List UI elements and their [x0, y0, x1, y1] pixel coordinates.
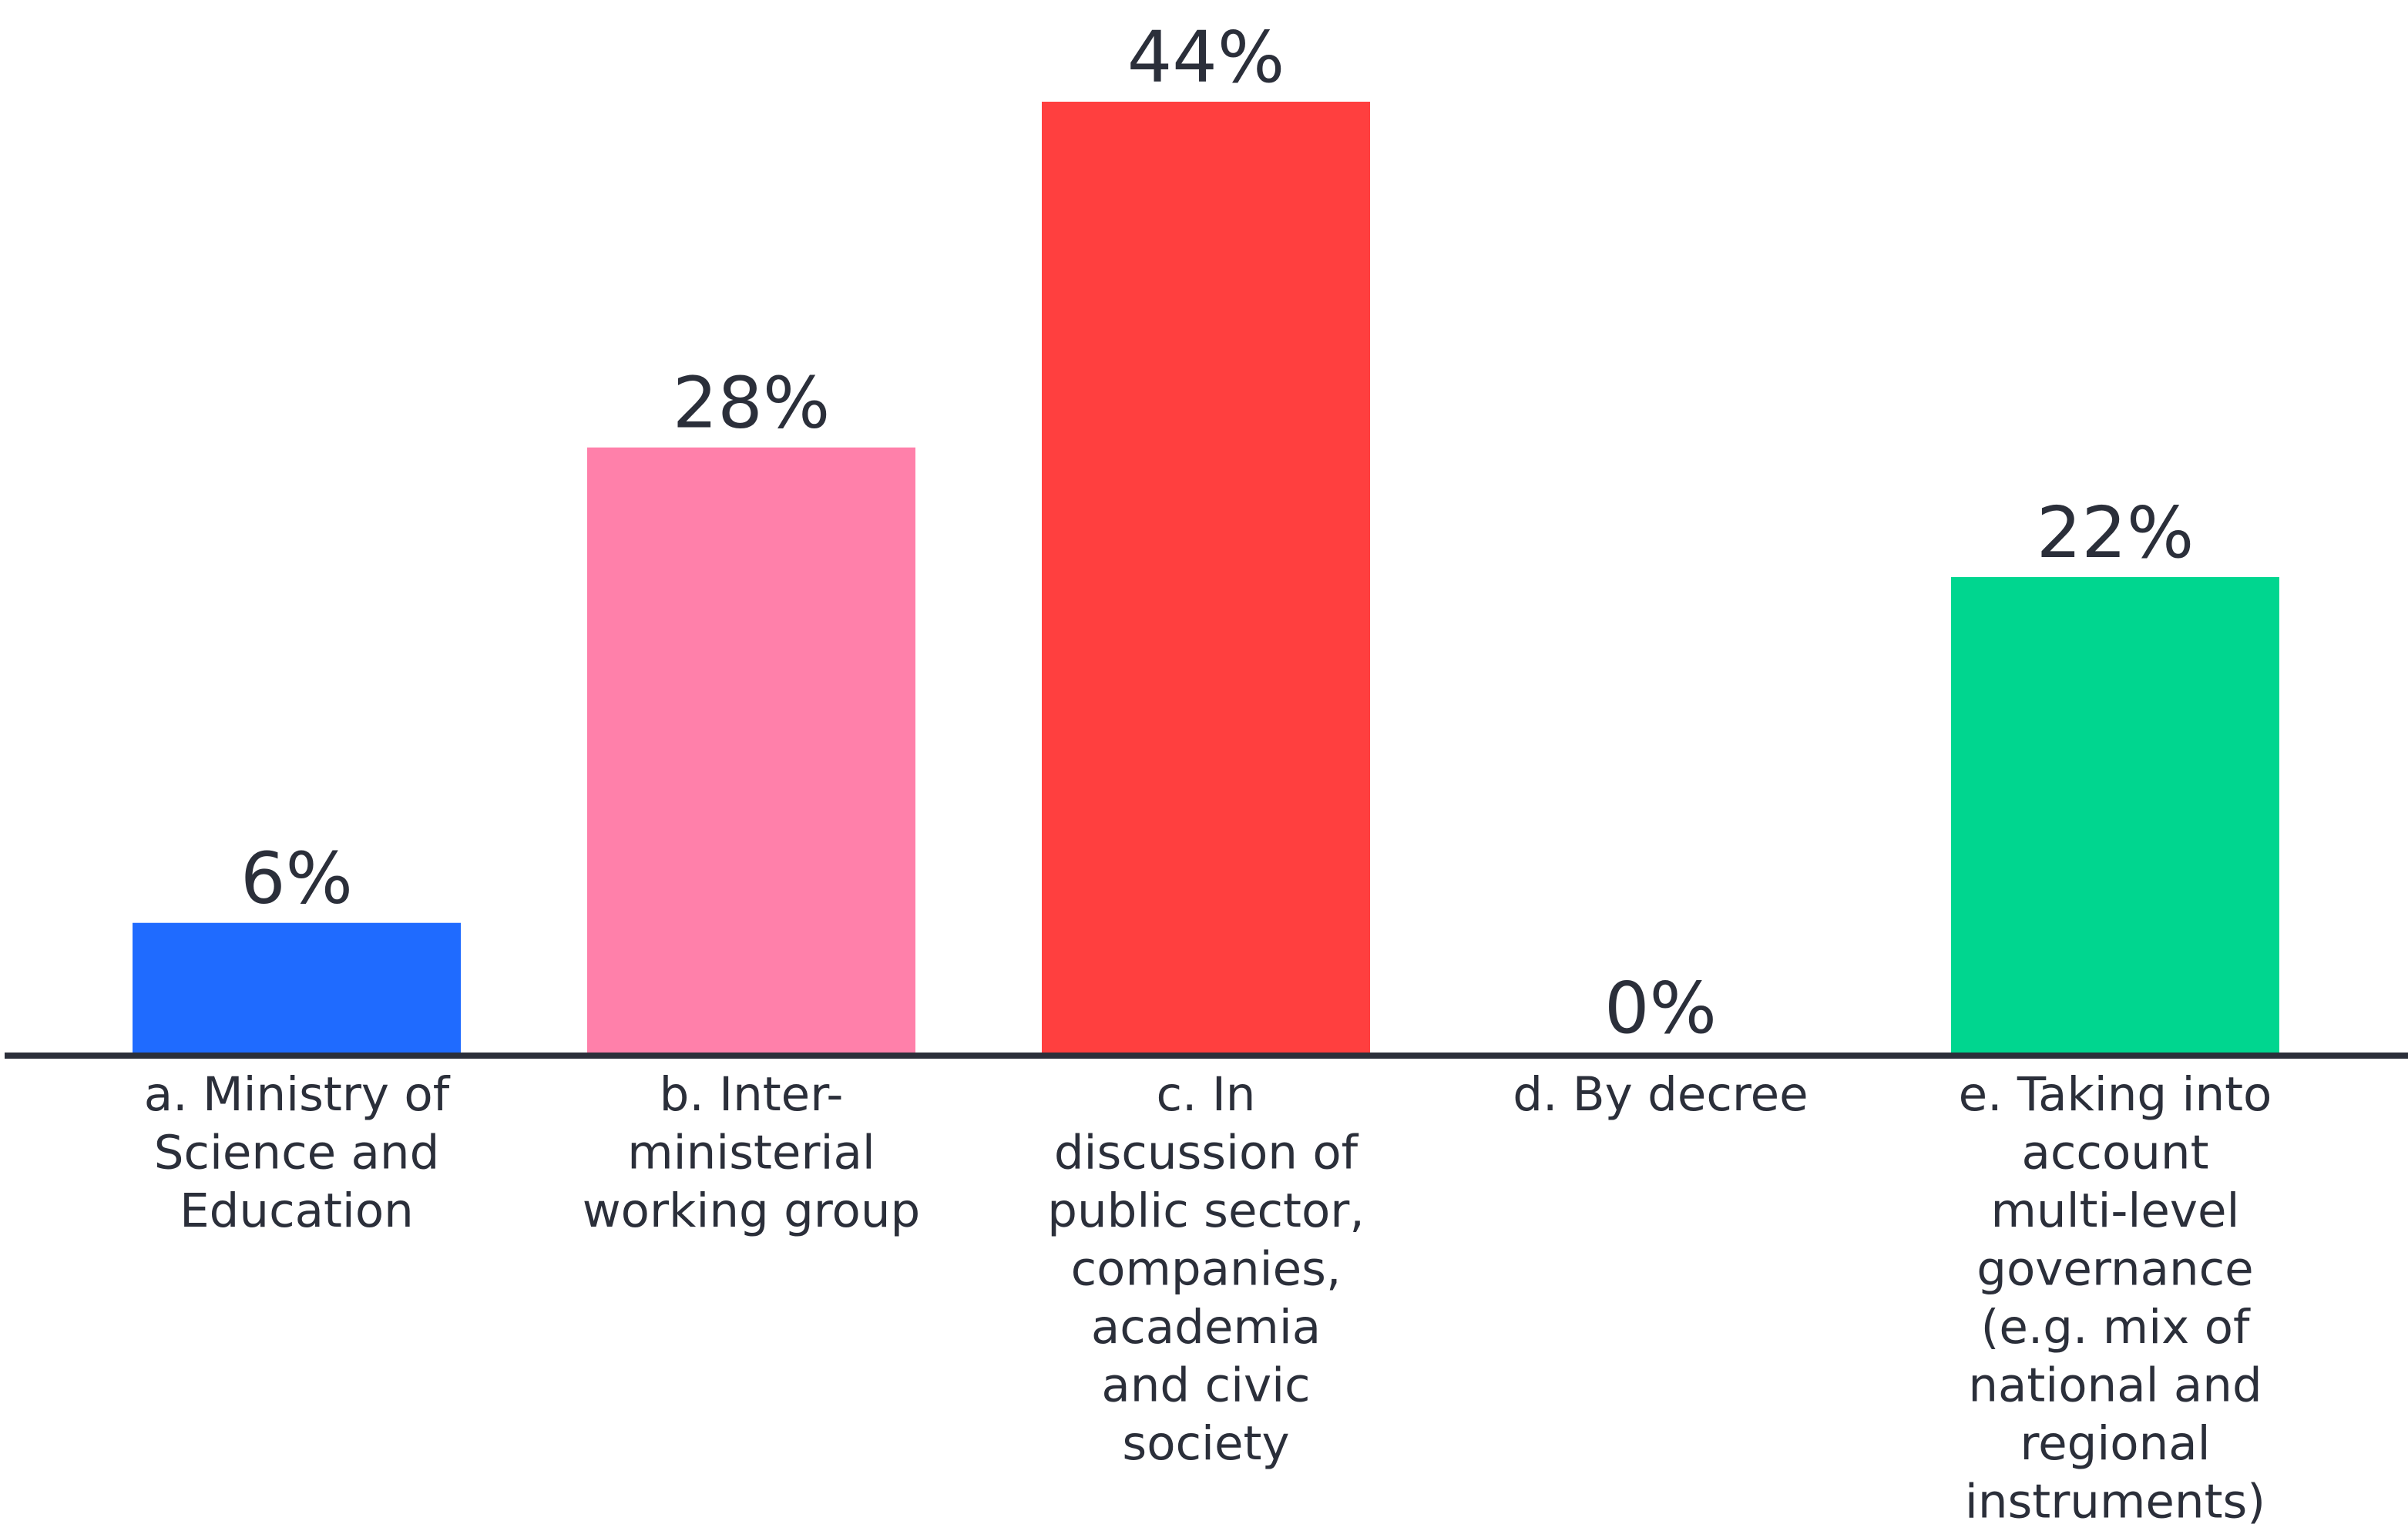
value-label-3: 0%	[1604, 967, 1717, 1049]
bars-group	[133, 102, 2279, 1053]
bar-1	[587, 447, 915, 1053]
category-label-0: a. Ministry of Science and Education	[144, 1067, 451, 1238]
category-label-2: c. In discussion of public sector, companie…	[1047, 1067, 1364, 1471]
category-labels-group: a. Ministry of Science and Education b. Int…	[144, 1067, 2272, 1529]
category-label-1: b. Inter-ministerial working group	[583, 1067, 921, 1238]
value-label-1: 28%	[673, 362, 830, 445]
value-label-2: 44%	[1127, 16, 1285, 99]
value-labels-group: 6% 28% 44% 0% 22%	[240, 16, 2194, 1049]
category-label-3: d. By decree	[1513, 1067, 1808, 1122]
value-label-4: 22%	[2037, 492, 2194, 574]
value-label-0: 6%	[240, 838, 353, 920]
bar-4	[1951, 577, 2279, 1053]
bar-0	[133, 922, 461, 1053]
bar-2	[1042, 102, 1370, 1053]
category-label-4: e. Taking into account multi-level governan…	[1959, 1067, 2272, 1529]
